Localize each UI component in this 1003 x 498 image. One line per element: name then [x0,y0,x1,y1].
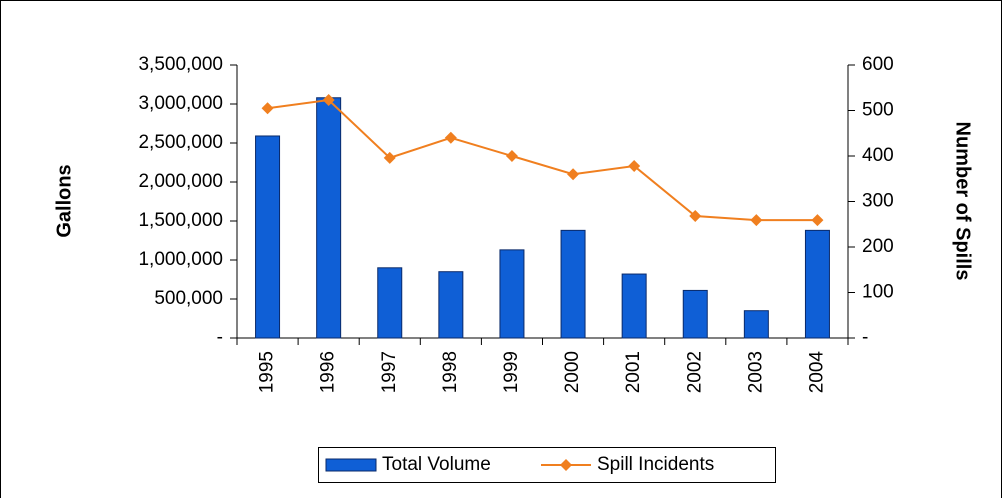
y-tick-label: - [217,327,223,348]
marker [628,160,641,173]
legend-marker [560,459,572,471]
y2-tick-label: 300 [862,191,894,212]
marker [261,102,274,115]
x-tick-label: 1998 [440,351,461,393]
x-tick-label: 1995 [257,351,278,393]
bar [621,273,647,339]
x-tick-label: 2003 [745,351,766,393]
y2-tick-label: - [862,327,868,348]
legend-label: Total Volume [382,454,491,475]
marker [322,94,335,107]
line [267,98,818,222]
bar [560,229,586,339]
y-axis-title: Gallons [53,164,75,237]
y2-tick-label: 200 [862,236,894,257]
y-tick-label: 1,500,000 [138,210,223,231]
bar [804,229,830,339]
x-tick-label: 1996 [318,351,339,393]
y-tick-label: 2,500,000 [138,132,223,153]
bar [377,267,403,339]
marker [383,151,396,164]
marker [505,150,518,162]
y2-tick-label: 400 [862,145,894,166]
y-tick-label: 500,000 [154,288,223,309]
x-tick-label: 2000 [562,351,583,393]
x-tick-label: 1997 [379,351,400,393]
x-tick-label: 2004 [806,351,827,394]
marker [689,210,702,223]
bar [255,135,281,339]
y2-tick-label: 100 [862,282,894,303]
bar [438,271,464,339]
marker [750,214,763,227]
y2-axis-title: Number of Spills [952,122,974,281]
y-tick-label: 3,500,000 [138,54,223,75]
bar [682,289,708,339]
x-tick-label: 2002 [684,351,705,393]
x-tick-label: 2001 [623,351,644,393]
marker [811,214,824,227]
y-tick-label: 2,000,000 [138,171,223,192]
legend-swatch [325,458,377,472]
marker [567,168,580,181]
marker [444,131,457,144]
bar [499,249,525,339]
bar [743,310,769,339]
y-tick-label: 1,000,000 [138,249,223,270]
legend-label: Spill Incidents [597,454,714,475]
bar [316,97,342,339]
y2-tick-label: 500 [862,100,894,121]
y2-tick-label: 600 [862,54,894,75]
x-tick-label: 1999 [501,351,522,393]
y-tick-label: 3,000,000 [138,93,223,114]
